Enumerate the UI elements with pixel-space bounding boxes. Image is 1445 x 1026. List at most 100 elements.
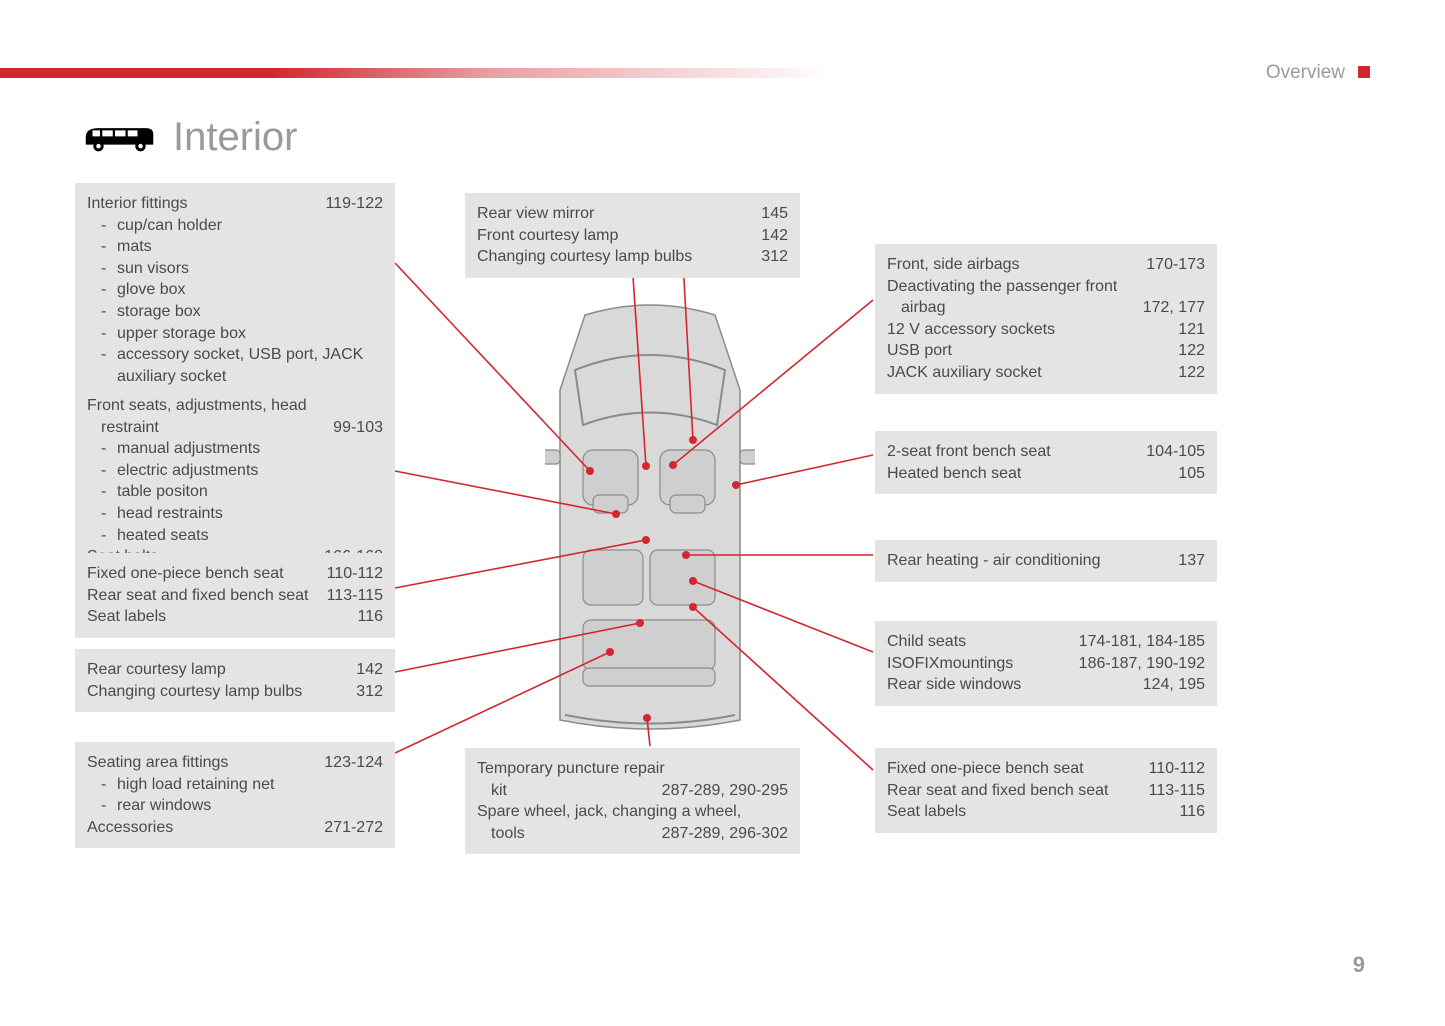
index-label: Seat labels xyxy=(87,606,166,628)
index-label: 12 V accessory sockets xyxy=(887,319,1055,341)
index-page: 121 xyxy=(1178,319,1205,341)
index-page: 145 xyxy=(761,203,788,225)
index-label: Child seats xyxy=(887,631,966,653)
index-page: 99-103 xyxy=(333,417,383,439)
index-subitem: upper storage box xyxy=(87,323,383,345)
page-number: 9 xyxy=(1353,952,1365,978)
info-box: Rear courtesy lamp142Changing courtesy l… xyxy=(75,649,395,712)
index-entry: JACK auxiliary socket 122 xyxy=(887,362,1205,384)
index-entry: Rear seat and fixed bench seat113-115 xyxy=(87,585,383,607)
info-box: Interior fittings119-122cup/can holderma… xyxy=(75,183,395,419)
index-subitem: heated seats xyxy=(87,525,383,547)
index-label: Rear view mirror xyxy=(477,203,594,225)
index-page: 110-112 xyxy=(327,563,383,585)
index-label: Temporary puncture repair xyxy=(477,758,788,780)
top-bar-fade xyxy=(270,68,830,78)
index-subitem: cup/can holder xyxy=(87,215,383,237)
index-label: JACK auxiliary socket xyxy=(887,362,1042,384)
index-page: 170-173 xyxy=(1146,254,1205,276)
index-page: 119-122 xyxy=(325,193,383,215)
index-page: 122 xyxy=(1178,340,1205,362)
index-page: 186-187, 190-192 xyxy=(1079,653,1205,675)
info-box: Seating area fittings123-124high load re… xyxy=(75,742,395,848)
info-box: Rear heating - air conditioning137 xyxy=(875,540,1217,582)
index-page: 116 xyxy=(357,606,383,628)
index-page: 104-105 xyxy=(1146,441,1205,463)
index-entry: Accessories 271-272 xyxy=(87,817,383,839)
index-label: Seating area fittings xyxy=(87,752,228,774)
index-page: 137 xyxy=(1178,550,1205,572)
index-entry: 12 V accessory sockets 121 xyxy=(887,319,1205,341)
index-entry: Front seats, adjustments, headrestraint9… xyxy=(87,395,383,438)
index-label-cont: restraint xyxy=(87,417,159,439)
index-label: Accessories xyxy=(87,817,173,839)
index-label: ISOFIXmountings xyxy=(887,653,1013,675)
index-entry: ISOFIXmountings 186-187, 190-192 xyxy=(887,653,1205,675)
index-subitem: mats xyxy=(87,236,383,258)
index-page: 312 xyxy=(761,246,788,268)
index-entry: Changing courtesy lamp bulbs312 xyxy=(477,246,788,268)
index-page: 105 xyxy=(1178,463,1205,485)
index-label: Seat labels xyxy=(887,801,966,823)
index-entry: Deactivating the passenger frontairbag 17… xyxy=(887,276,1205,319)
index-entry: Rear heating - air conditioning137 xyxy=(887,550,1205,572)
index-entry: Spare wheel, jack, changing a wheel,tool… xyxy=(477,801,788,844)
index-page: 122 xyxy=(1178,362,1205,384)
page-title: Interior xyxy=(173,115,298,160)
index-label-cont: airbag xyxy=(887,297,945,319)
index-subitem: storage box xyxy=(87,301,383,323)
index-page: 142 xyxy=(761,225,788,247)
index-label: Spare wheel, jack, changing a wheel, xyxy=(477,801,788,823)
index-label: Front, side airbags xyxy=(887,254,1020,276)
index-page: 271-272 xyxy=(324,817,383,839)
index-label: 2-seat front bench seat xyxy=(887,441,1051,463)
index-label: USB port xyxy=(887,340,952,362)
index-entry: Rear courtesy lamp142 xyxy=(87,659,383,681)
index-entry: Interior fittings119-122 xyxy=(87,193,383,215)
info-box: Front, side airbags 170-173Deactivating t… xyxy=(875,244,1217,394)
info-box: Child seats174-181, 184-185ISOFIXmountin… xyxy=(875,621,1217,706)
section-label: Overview xyxy=(1266,62,1345,84)
info-box: Temporary puncture repairkit 287-289, 290… xyxy=(465,748,800,854)
index-page: 113-115 xyxy=(327,585,383,607)
info-box: Front seats, adjustments, headrestraint9… xyxy=(75,385,395,578)
index-entry: 2-seat front bench seat 104-105 xyxy=(887,441,1205,463)
index-label-cont: tools xyxy=(477,823,525,845)
index-page: 287-289, 290-295 xyxy=(662,780,788,802)
info-box: Fixed one-piece bench seat110-112Rear se… xyxy=(875,748,1217,833)
index-label: Rear side windows xyxy=(887,674,1021,696)
index-page: 124, 195 xyxy=(1143,674,1205,696)
van-icon xyxy=(82,120,157,155)
index-page: 172, 177 xyxy=(1143,297,1205,319)
index-entry: Rear seat and fixed bench seat113-115 xyxy=(887,780,1205,802)
index-entry: Seat labels 116 xyxy=(887,801,1205,823)
index-label: Rear seat and fixed bench seat xyxy=(887,780,1108,802)
index-entry: Rear side windows 124, 195 xyxy=(887,674,1205,696)
index-entry: Rear view mirror 145 xyxy=(477,203,788,225)
index-label: Fixed one-piece bench seat xyxy=(887,758,1084,780)
index-entry: Front courtesy lamp142 xyxy=(477,225,788,247)
index-subitem: electric adjustments xyxy=(87,460,383,482)
index-label: Rear courtesy lamp xyxy=(87,659,226,681)
index-page: 116 xyxy=(1179,801,1205,823)
index-page: 287-289, 296-302 xyxy=(662,823,788,845)
index-label: Heated bench seat xyxy=(887,463,1021,485)
index-entry: Front, side airbags 170-173 xyxy=(887,254,1205,276)
red-marker-icon xyxy=(1358,66,1370,78)
info-box: Fixed one-piece bench seat 110-112Rear se… xyxy=(75,553,395,638)
vehicle-top-diagram: .vl { fill: none; stroke: #8a8a8a; strok… xyxy=(545,300,755,740)
index-subitem: manual adjustments xyxy=(87,438,383,460)
index-label-cont: kit xyxy=(477,780,507,802)
index-subitem: head restraints xyxy=(87,503,383,525)
index-page: 123-124 xyxy=(324,752,383,774)
index-entry: Fixed one-piece bench seat 110-112 xyxy=(87,563,383,585)
index-entry: Child seats174-181, 184-185 xyxy=(887,631,1205,653)
index-label: Fixed one-piece bench seat xyxy=(87,563,284,585)
index-subitem: table positon xyxy=(87,481,383,503)
index-entry: Seating area fittings 123-124 xyxy=(87,752,383,774)
index-page: 110-112 xyxy=(1149,758,1205,780)
index-subitem: rear windows xyxy=(87,795,383,817)
index-entry: Heated bench seat 105 xyxy=(887,463,1205,485)
index-label: Deactivating the passenger front xyxy=(887,276,1205,298)
index-page: 312 xyxy=(356,681,383,703)
